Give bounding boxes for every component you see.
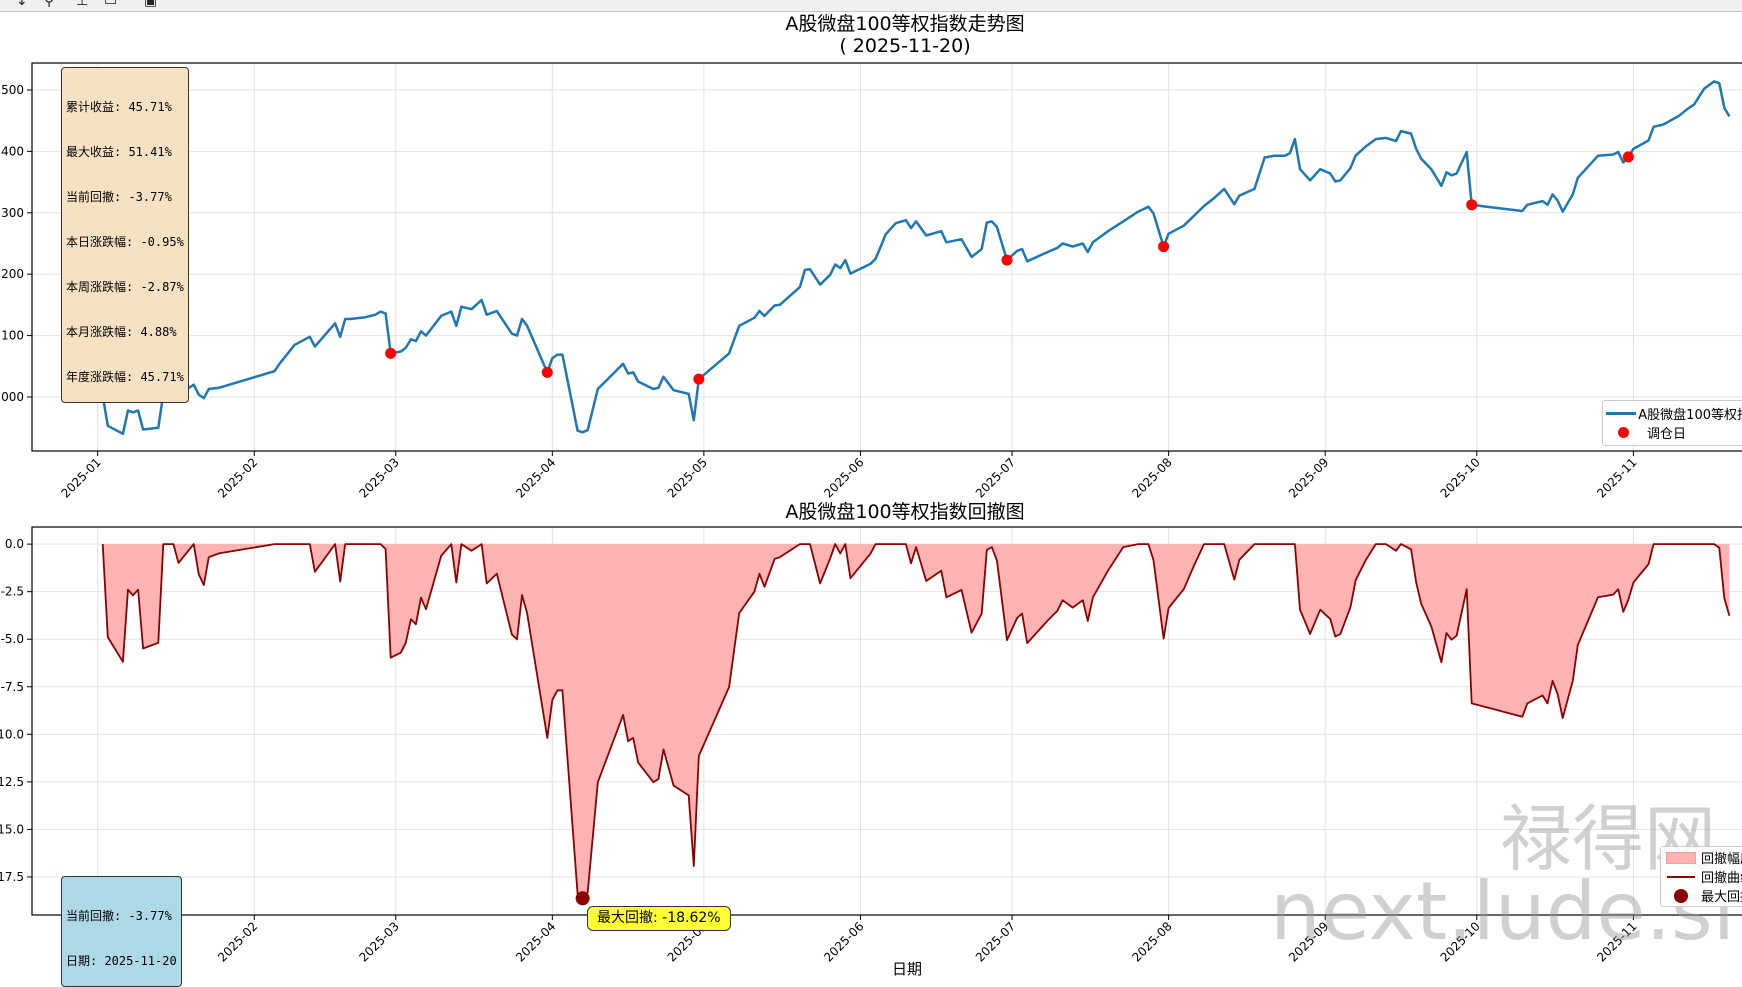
y-tick-label: 1300 — [0, 206, 24, 220]
legend-label: A股微盘100等权指数 — [1638, 408, 1742, 423]
x-tick-label: 2025-02 — [215, 919, 260, 964]
legend-label: 调仓日 — [1647, 427, 1687, 442]
x-tick-label: 2025-07 — [973, 455, 1018, 500]
x-tick-label: 2025-06 — [821, 919, 866, 964]
stat-monthly-change: 本月涨跌幅: 4.88% — [66, 325, 177, 339]
legend-item-dd-line: 回撤曲线 — [1661, 867, 1742, 886]
y-tick-label: -5.0 — [1, 632, 24, 646]
stat-daily-change: 本日涨跌幅: -0.95% — [66, 235, 184, 249]
area-swatch-icon — [1661, 851, 1701, 864]
y-tick-label: 1200 — [0, 267, 24, 281]
current-drawdown-box: 当前回撤: -3.77% 日期: 2025-11-20 — [61, 876, 182, 987]
legend-label: 回撤幅度 — [1701, 852, 1742, 867]
x-tick-label: 2025-11 — [1594, 455, 1639, 500]
chart-title-bottom: A股微盘100等权指数回撤图 — [785, 501, 1025, 523]
y-tick-label: 1500 — [0, 83, 24, 97]
index-line — [101, 80, 1731, 436]
legend-top: A股微盘100等权指数 调仓日 — [1602, 400, 1742, 446]
y-tick-label: 0.0 — [5, 537, 24, 551]
legend-label: 回撤曲线 — [1701, 871, 1742, 886]
chart-subtitle-top: ( 2025-11-20) — [839, 35, 971, 57]
drawdown-line — [101, 543, 1731, 900]
y-tick-label: -12.5 — [0, 775, 24, 789]
axes-frame — [31, 526, 1742, 916]
line-swatch-icon — [1603, 412, 1638, 415]
x-tick-label: 2025-07 — [973, 919, 1018, 964]
rebalance-point — [1622, 151, 1634, 163]
edit-axis-icon[interactable]: ▭ — [104, 0, 118, 9]
y-tick-label: -17.5 — [0, 870, 24, 884]
rebalance-point — [1001, 254, 1013, 266]
x-tick-label: 2025-06 — [821, 455, 866, 500]
x-tick-label: 2025-03 — [356, 455, 401, 500]
x-tick-label: 2025-01 — [58, 455, 103, 500]
figure-toolbar: ↕ ⚲ ⊥ ▭ ▣ — [0, 0, 1742, 12]
x-tick-label: 2025-03 — [356, 919, 401, 964]
x-tick-label: 2025-09 — [1286, 455, 1331, 500]
y-tick-label: -10.0 — [0, 727, 24, 741]
stat-weekly-change: 本周涨跌幅: -2.87% — [66, 280, 184, 294]
rebalance-point — [1158, 241, 1170, 253]
current-date-text: 日期: 2025-11-20 — [66, 954, 177, 968]
x-tick-label: 2025-05 — [665, 455, 710, 500]
max-drawdown-label: 最大回撤: -18.62% — [587, 906, 731, 931]
x-tick-label: 2025-08 — [1129, 919, 1174, 964]
configure-icon[interactable]: ⊥ — [76, 0, 89, 9]
stats-box: 累计收益: 45.71% 最大收益: 51.41% 当前回撤: -3.77% 本… — [61, 67, 189, 403]
current-drawdown-text: 当前回撤: -3.77% — [66, 909, 172, 923]
dot-swatch-icon — [1661, 888, 1701, 903]
y-tick-label: 1400 — [0, 144, 24, 158]
stat-cumulative: 累计收益: 45.71% — [66, 100, 172, 114]
price-axes: 2025-01 2025-02 2025-03 2025-04 2025-05 2025-… — [0, 62, 1742, 501]
legend-item-dd-area: 回撤幅度 — [1661, 848, 1742, 867]
rebalance-point — [385, 347, 397, 359]
rebalance-point — [693, 373, 705, 385]
zoom-icon[interactable]: ⚲ — [44, 0, 55, 9]
pan-icon[interactable]: ↕ — [16, 0, 28, 9]
stat-current-drawdown: 当前回撤: -3.77% — [66, 190, 172, 204]
rebalance-point — [541, 366, 553, 378]
line-swatch-icon — [1661, 875, 1701, 878]
rebalance-point — [1466, 199, 1478, 211]
legend-item-rebalance: 调仓日 — [1603, 423, 1742, 442]
drawdown-area — [102, 544, 1730, 899]
legend-label: 最大回撤 — [1701, 890, 1742, 905]
x-tick-label: 2025-02 — [215, 455, 260, 500]
x-axis-label: 日期 — [892, 960, 923, 978]
dot-swatch-icon — [1603, 427, 1643, 438]
x-tick-label: 2025-04 — [513, 455, 558, 500]
chart-title-top: A股微盘100等权指数走势图 — [785, 13, 1025, 35]
legend-bottom: 回撤幅度 回撤曲线 最大回撤 — [1660, 846, 1742, 907]
axes-frame — [31, 62, 1742, 452]
stat-yearly-change: 年度涨跌幅: 45.71% — [66, 370, 184, 384]
max-drawdown-point — [575, 891, 590, 906]
legend-item-max-dd: 最大回撤 — [1661, 886, 1742, 905]
y-tick-label: -7.5 — [1, 680, 24, 694]
x-tick-label: 2025-08 — [1129, 455, 1174, 500]
save-icon[interactable]: ▣ — [144, 0, 158, 9]
y-tick-label: -15.0 — [0, 822, 24, 836]
legend-item-index: A股微盘100等权指数 — [1603, 404, 1742, 423]
y-tick-label: -2.5 — [1, 585, 24, 599]
x-tick-label: 2025-10 — [1438, 455, 1483, 500]
stat-max-return: 最大收益: 51.41% — [66, 145, 172, 159]
x-tick-label: 2025-04 — [513, 919, 558, 964]
